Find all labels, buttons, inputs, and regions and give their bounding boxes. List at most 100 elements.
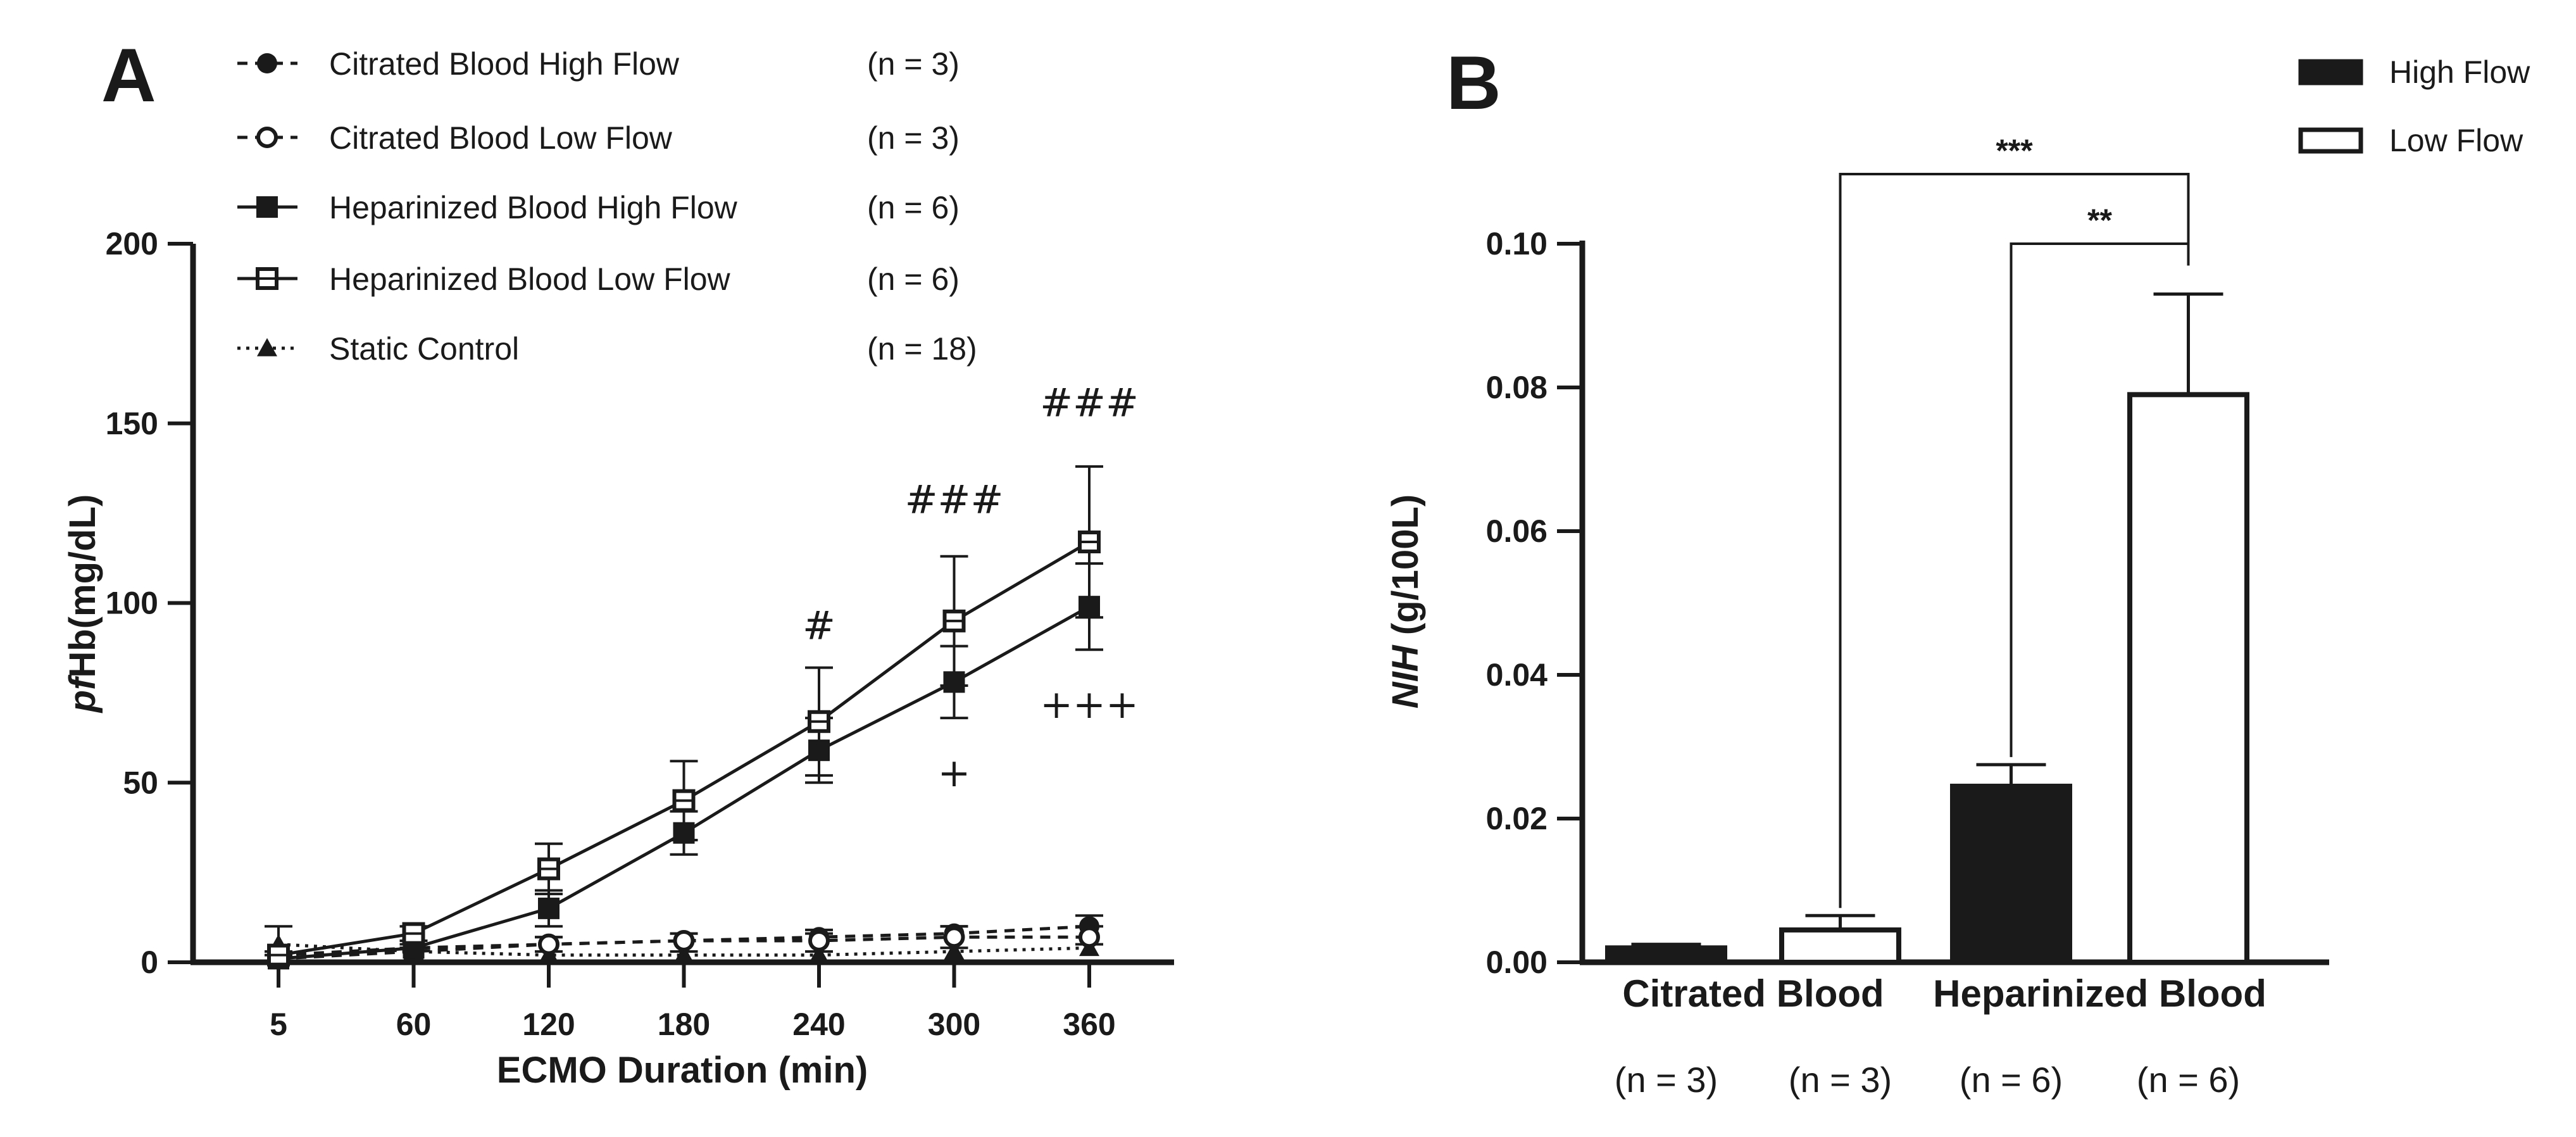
panel-b-categories: Citrated Blood Heparinized Blood bbox=[1622, 972, 2267, 1015]
panel-b-legend-item-0: High Flow bbox=[2298, 54, 2530, 90]
panel-a-series-4-point-3 bbox=[673, 945, 694, 964]
panel-a-series-2-point-2-shape bbox=[538, 897, 560, 919]
panel-b-category-1: Heparinized Blood bbox=[1933, 972, 2267, 1015]
panel-a-legend-item-1: Citrated Blood Low Flow (n = 3) bbox=[237, 120, 960, 156]
panel-a-legend-marker-4-shape bbox=[257, 338, 277, 356]
panel-a-legend-marker-0 bbox=[257, 53, 277, 73]
panel-b-legend-swatch-1 bbox=[2298, 127, 2363, 154]
panel-a-series-3-point-1 bbox=[402, 922, 425, 945]
panel-b-significance-label-0: *** bbox=[1996, 133, 2033, 168]
panel-a-series-1-point-5 bbox=[943, 926, 965, 948]
panel-b-bar-group-0: (n = 3) bbox=[1605, 943, 1727, 1100]
panel-a-series-4-point-5 bbox=[944, 941, 965, 960]
panel-b-legend: High Flow Low Flow bbox=[2298, 54, 2530, 158]
panel-a-series-1-point-6-shape bbox=[1079, 926, 1100, 948]
panel-b-y-ticks: 0.00 0.02 0.04 0.06 0.08 0.10 bbox=[1486, 226, 1582, 980]
panel-a-legend-n-2: (n = 6) bbox=[867, 190, 960, 225]
panel-a-annotation-2: ### bbox=[1040, 379, 1139, 425]
panel-a-series-1-point-4 bbox=[808, 929, 830, 952]
panel-b-bar-group-3: (n = 6) bbox=[2127, 292, 2249, 1100]
panel-a-series-3-point-3 bbox=[672, 789, 696, 812]
panel-a-legend-marker-1 bbox=[256, 127, 278, 148]
panel-a-legend-item-2: Heparinized Blood High Flow (n = 6) bbox=[237, 190, 960, 225]
panel-a-series-1-point-4-shape bbox=[808, 929, 830, 952]
panel-a-legend-n-0: (n = 3) bbox=[867, 46, 960, 82]
panel-a-y-tick-label-3: 150 bbox=[106, 406, 158, 441]
panel-a-x-tick-label-0: 5 bbox=[270, 1007, 287, 1042]
panel-a-legend-marker-1-shape bbox=[256, 127, 278, 148]
panel-a-legend-marker-2 bbox=[256, 196, 278, 218]
panel-a-series-3-point-6 bbox=[1078, 531, 1101, 554]
panel-b-significance-bracket-0 bbox=[1839, 173, 2190, 908]
panel-a-legend-label-4: Static Control bbox=[329, 331, 519, 367]
panel-a-annotation-4: +++ bbox=[1040, 681, 1139, 727]
panel-a-series bbox=[265, 465, 1103, 970]
panel-b-y-axis-title: NIH (g/100L) bbox=[1385, 494, 1426, 708]
panel-a-x-tick-label-4: 240 bbox=[792, 1007, 845, 1042]
panel-b-y-tick-label-2: 0.04 bbox=[1486, 657, 1548, 693]
panel-b-category-0: Citrated Blood bbox=[1622, 972, 1884, 1015]
panel-a-series-1 bbox=[265, 925, 1103, 966]
panel-a-line-chart: A Citrated Blood High Flow (n = 3)Citrate… bbox=[62, 33, 1174, 1091]
panel-a-letter: A bbox=[101, 33, 156, 118]
panel-a-legend-item-0: Citrated Blood High Flow (n = 3) bbox=[237, 46, 960, 82]
panel-a-series-4-point-5-shape bbox=[944, 941, 965, 960]
panel-b-bar-n-1: (n = 3) bbox=[1789, 1060, 1892, 1100]
panel-b-significance-1: ** bbox=[2010, 203, 2190, 757]
panel-b-significance-label-1: ** bbox=[2087, 203, 2112, 238]
panel-a-y-axis-title-italic: pf bbox=[62, 674, 103, 713]
panel-a-series-1-point-3-shape bbox=[673, 929, 695, 952]
panel-a-legend-marker-3 bbox=[256, 267, 278, 290]
panel-a-legend-marker-0-shape bbox=[257, 53, 277, 73]
panel-a-annotation-1: ### bbox=[905, 477, 1004, 523]
panel-b-bar-3 bbox=[2127, 392, 2249, 965]
panel-a-series-1-point-2-shape bbox=[538, 933, 560, 955]
panel-b-significance-0: *** bbox=[1839, 133, 2190, 908]
panel-a-x-axis-title: ECMO Duration (min) bbox=[497, 1050, 868, 1091]
panel-a-series-3-point-4 bbox=[808, 710, 830, 733]
panel-b-bar-group-1: (n = 3) bbox=[1779, 914, 1901, 1100]
panel-a-legend-label-0: Citrated Blood High Flow bbox=[329, 46, 680, 82]
panel-b-legend-swatch-0 bbox=[2298, 59, 2363, 85]
panel-b-bar-chart: B High Flow Low Flow 0.00 0.02 0.04 0.06 0.08… bbox=[1385, 41, 2530, 1100]
panel-a-y-tick-label-0: 0 bbox=[141, 945, 158, 980]
panel-a-legend-label-2: Heparinized Blood High Flow bbox=[329, 190, 738, 225]
panel-a-legend: Citrated Blood High Flow (n = 3)Citrated … bbox=[237, 46, 977, 367]
panel-a-legend-n-3: (n = 6) bbox=[867, 261, 960, 297]
panel-b-y-tick-label-3: 0.06 bbox=[1486, 513, 1547, 549]
panel-a-annotation-0: # bbox=[803, 602, 835, 648]
panel-a-legend-n-1: (n = 3) bbox=[867, 120, 960, 156]
panel-b-y-tick-label-5: 0.10 bbox=[1486, 226, 1547, 261]
panel-a-annotations: #######++++ bbox=[803, 379, 1139, 796]
panel-b-y-tick-label-0: 0.00 bbox=[1486, 945, 1547, 980]
panel-a-x-tick-label-1: 60 bbox=[396, 1007, 432, 1042]
panel-b-y-tick-label-4: 0.08 bbox=[1486, 370, 1547, 405]
panel-b-bar-n-0: (n = 3) bbox=[1615, 1060, 1718, 1100]
panel-a-series-3-point-0 bbox=[267, 943, 290, 967]
panel-b-bars: (n = 3) (n = 3) (n = 6) (n = 6) bbox=[1605, 292, 2249, 1100]
panel-a-legend-marker-4 bbox=[257, 338, 277, 356]
panel-a-y-axis-title: pfHb(mg/dL) bbox=[62, 494, 103, 714]
panel-a-x-tick-label-2: 120 bbox=[522, 1007, 575, 1042]
panel-b-bar-n-3: (n = 6) bbox=[2137, 1060, 2240, 1100]
panel-a-series-3-point-2 bbox=[537, 857, 560, 881]
panel-b-bar-1 bbox=[1779, 927, 1901, 965]
panel-b-y-axis-title-rest: (g/100L) bbox=[1385, 494, 1426, 646]
panel-b-significance: ***** bbox=[1839, 133, 2190, 908]
panel-a-annotation-3: + bbox=[938, 750, 971, 796]
panel-a-x-tick-label-5: 300 bbox=[928, 1007, 980, 1042]
panel-a-y-ticks: 0 50 100 150 200 bbox=[106, 226, 193, 980]
panel-a-y-tick-label-2: 100 bbox=[106, 586, 158, 621]
panel-b-legend-label-0: High Flow bbox=[2389, 54, 2530, 90]
panel-b-y-axis-title-italic: NIH bbox=[1385, 644, 1426, 708]
panel-a-series-1-point-2 bbox=[538, 933, 560, 955]
panel-a-series-1-point-3 bbox=[673, 929, 695, 952]
panel-b-letter: B bbox=[1446, 41, 1501, 125]
panel-a-series-3-point-5 bbox=[942, 609, 966, 632]
panel-b-bar-n-2: (n = 6) bbox=[1960, 1060, 2063, 1100]
panel-a-series-1-point-5-shape bbox=[943, 926, 965, 948]
panel-a-x-tick-label-3: 180 bbox=[658, 1007, 710, 1042]
panel-a-series-3 bbox=[265, 465, 1103, 967]
